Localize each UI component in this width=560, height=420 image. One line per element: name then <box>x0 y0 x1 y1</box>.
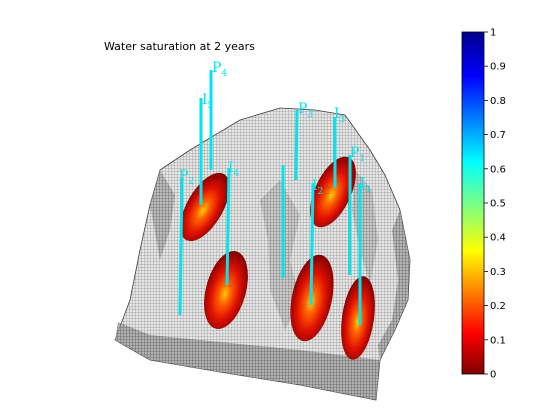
well-label-I4: I4 <box>228 160 240 179</box>
well-label-P3: P3 <box>298 101 313 120</box>
well-label-I1: I1 <box>360 176 371 195</box>
plume-middle-upper <box>310 156 356 228</box>
reservoir-right-face <box>378 210 410 360</box>
well-line-I2b <box>309 182 315 306</box>
well-labels: P4 I5 P3 I3 P1 P2 I4 I2 I1 <box>179 60 371 197</box>
plume-left-lower <box>204 251 248 329</box>
colorbar-tick-label: 0.7 <box>490 130 506 141</box>
colorbar-tick-label: 0 <box>490 370 496 381</box>
well-label-P2: P2 <box>179 168 194 187</box>
well-label-I3: I3 <box>334 106 346 125</box>
colorbar-tick-label: 0.2 <box>490 301 506 312</box>
well-line-P3 <box>294 109 299 181</box>
well-line-P2 <box>178 177 184 316</box>
well-label-P1: P1 <box>350 145 365 164</box>
colorbar-tick-label: 0.4 <box>490 233 506 244</box>
well-line-I4 <box>225 167 231 286</box>
reservoir-grid <box>114 107 411 401</box>
plot-title: Water saturation at 2 years <box>104 40 255 53</box>
colorbar-tick-label: 0.9 <box>490 62 506 73</box>
well-label-I2: I2 <box>312 178 323 197</box>
colorbar-tick-label: 0.3 <box>490 267 506 278</box>
reservoir-ridge-middle <box>260 180 300 330</box>
plume-right-lower <box>341 276 375 360</box>
colorbar: 1 0.9 0.8 0.7 0.6 0.5 0.4 0.3 0.2 0.1 0 <box>461 28 506 381</box>
colorbar-tick-label: 0.5 <box>490 199 506 210</box>
colorbar-ticks: 1 0.9 0.8 0.7 0.6 0.5 0.4 0.3 0.2 0.1 0 <box>484 28 506 381</box>
well-label-P4: P4 <box>212 60 227 79</box>
reservoir-ridge-left <box>150 170 175 260</box>
well-label-I5: I5 <box>202 92 214 111</box>
colorbar-tick-label: 0.1 <box>490 335 506 346</box>
reservoir-side-face <box>115 322 380 400</box>
colorbar-gradient <box>461 31 485 375</box>
colorbar-tick-label: 0.8 <box>490 96 506 107</box>
plume-left-upper <box>180 172 230 242</box>
wells <box>178 70 362 325</box>
colorbar-tick-label: 0.6 <box>490 164 506 175</box>
colorbar-tick-label: 1 <box>490 28 496 39</box>
